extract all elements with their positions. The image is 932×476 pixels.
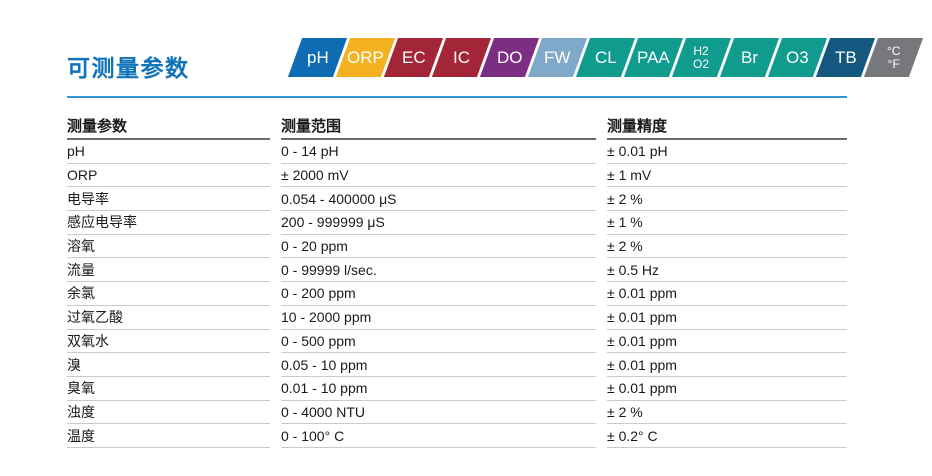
badge-label: H2 O2 (693, 44, 710, 71)
table-row: 溴 0.05 - 10 ppm ± 0.01 ppm (67, 353, 847, 377)
cell-range: 0 - 20 ppm (281, 235, 596, 259)
header-cell-accuracy: 测量精度 (607, 112, 847, 140)
cell-parameter: 过氧乙酸 (67, 306, 270, 330)
badge-label-text: O3 (786, 48, 809, 67)
badge-label: EC (401, 48, 426, 67)
badge-label: pH (306, 48, 329, 67)
badge-label: IC (453, 48, 470, 67)
badge-label: PAA (637, 48, 670, 67)
cell-accuracy: ± 0.01 ppm (607, 330, 847, 354)
header-cell-parameter: 测量参数 (67, 112, 270, 140)
cell-parameter: 溴 (67, 353, 270, 377)
table-row: ORP ± 2000 mV ± 1 mV (67, 164, 847, 188)
badge-label: DO (496, 48, 523, 67)
cell-accuracy: ± 0.01 ppm (607, 353, 847, 377)
cell-parameter: 余氯 (67, 282, 270, 306)
cell-range: 0 - 4000 NTU (281, 401, 596, 425)
badge-label-text: PAA (637, 48, 670, 67)
badge-label-text: ORP (347, 48, 384, 67)
cell-accuracy: ± 0.5 Hz (607, 258, 847, 283)
cell-parameter: ORP (67, 164, 270, 188)
cell-parameter: 溶氧 (67, 235, 270, 259)
cell-parameter: 浊度 (67, 401, 270, 425)
badge-label-text: Br (741, 48, 758, 67)
cell-accuracy: ± 0.01 ppm (607, 306, 847, 330)
cell-range: 0.05 - 10 ppm (281, 353, 596, 377)
badge-label: O3 (786, 48, 809, 67)
table-row: 过氧乙酸 10 - 2000 ppm ± 0.01 ppm (67, 306, 847, 330)
cell-range: 0 - 100° C (281, 424, 596, 448)
badge-label-line: °F (887, 56, 900, 71)
table-row: 电导率 0.054 - 400000 μS ± 2 % (67, 187, 847, 212)
table-row: 溶氧 0 - 20 ppm ± 2 % (67, 235, 847, 259)
cell-range: 10 - 2000 ppm (281, 306, 596, 330)
badge-label: TB (834, 48, 857, 67)
cell-parameter: 流量 (67, 258, 270, 283)
badge-label-text: IC (453, 48, 470, 67)
table-row: 感应电导率 200 - 999999 μS ± 1 % (67, 211, 847, 235)
cell-accuracy: ± 1 mV (607, 164, 847, 188)
cell-range: 0 - 200 ppm (281, 282, 596, 306)
cell-accuracy: ± 2 % (607, 187, 847, 212)
cell-range: 200 - 999999 μS (281, 211, 596, 235)
cell-range: 0.054 - 400000 μS (281, 187, 596, 212)
header-cell-range: 测量范围 (281, 112, 596, 140)
measurable-parameters-table: 测量参数 测量范围 测量精度 pH 0 - 14 pH ± 0.01 pH ORP ± 20… (67, 112, 847, 448)
badge-label: °C °F (886, 44, 901, 71)
table-body: pH 0 - 14 pH ± 0.01 pH ORP ± 2000 mV ± 1 mV 电导… (67, 140, 847, 448)
table-row: 双氧水 0 - 500 ppm ± 0.01 ppm (67, 330, 847, 354)
table-row: 温度 0 - 100° C ± 0.2° C (67, 424, 847, 448)
badge-label: FW (544, 48, 571, 67)
cell-range: 0.01 - 10 ppm (281, 377, 596, 401)
badge-label-text: CL (594, 48, 617, 67)
badge-label: CL (594, 48, 617, 67)
cell-accuracy: ± 0.2° C (607, 424, 847, 448)
cell-accuracy: ± 1 % (607, 211, 847, 235)
cell-parameter: 温度 (67, 424, 270, 448)
cell-range: 0 - 14 pH (281, 140, 596, 164)
badge-label: ORP (347, 48, 384, 67)
table-row: 浊度 0 - 4000 NTU ± 2 % (67, 401, 847, 425)
badge-label-text: TB (834, 48, 857, 67)
table-row: 流量 0 - 99999 l/sec. ± 0.5 Hz (67, 258, 847, 283)
badge-label-text: EC (401, 48, 426, 67)
cell-parameter: 电导率 (67, 187, 270, 212)
parameter-badge-strip: pH ORP EC IC DO FW CL PAA H2 O2 Br O3 TB °C °F (287, 38, 924, 77)
cell-range: 0 - 500 ppm (281, 330, 596, 354)
cell-parameter: pH (67, 140, 270, 164)
badge-label-line: H2 (693, 44, 710, 58)
cell-parameter: 双氧水 (67, 330, 270, 354)
table-row: 臭氧 0.01 - 10 ppm ± 0.01 ppm (67, 377, 847, 401)
cell-parameter: 感应电导率 (67, 211, 270, 235)
badge-label: Br (741, 48, 758, 67)
cell-accuracy: ± 0.01 ppm (607, 377, 847, 401)
table-header-row: 测量参数 测量范围 测量精度 (67, 112, 847, 140)
table-row: 余氯 0 - 200 ppm ± 0.01 ppm (67, 282, 847, 306)
cell-range: 0 - 99999 l/sec. (281, 258, 596, 283)
cell-accuracy: ± 2 % (607, 235, 847, 259)
table-row: pH 0 - 14 pH ± 0.01 pH (67, 140, 847, 164)
page-title: 可测量参数 (67, 55, 190, 81)
badge-label-text: FW (544, 48, 571, 67)
badge-label-text: pH (306, 48, 329, 67)
badge-label-line: °C (886, 44, 901, 58)
badge-label-line: O2 (693, 56, 710, 71)
cell-accuracy: ± 2 % (607, 401, 847, 425)
badge-label-text: DO (496, 48, 523, 67)
title-underline (67, 96, 847, 98)
cell-range: ± 2000 mV (281, 164, 596, 188)
cell-accuracy: ± 0.01 pH (607, 140, 847, 164)
cell-accuracy: ± 0.01 ppm (607, 282, 847, 306)
cell-parameter: 臭氧 (67, 377, 270, 401)
